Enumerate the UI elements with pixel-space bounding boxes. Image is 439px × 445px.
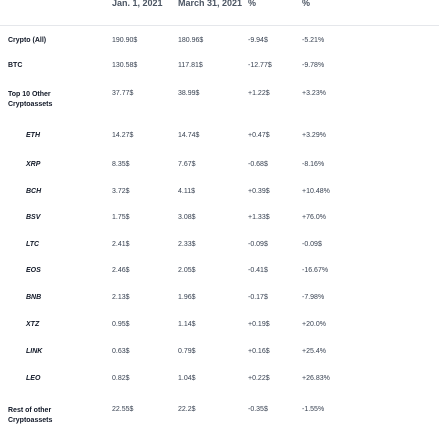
jan-value: 3.72$ (112, 188, 130, 195)
percent-value: -9.78% (302, 62, 325, 69)
row-label: LINK (26, 348, 43, 355)
percent-value: +25.4% (302, 348, 326, 355)
header-divider (0, 25, 439, 26)
change-value: -0.68$ (248, 161, 268, 168)
march-value: 3.08$ (178, 214, 196, 221)
march-value: 180.96$ (178, 37, 204, 44)
header-change: % (248, 0, 257, 8)
percent-value: +3.29% (302, 132, 326, 139)
table-row: Crypto (All) 190.90$ 180.96$ -9.94$ -5.21% (0, 37, 439, 65)
header-jan-2021: Jan. 1, 2021 (112, 0, 163, 8)
header-percent-change: % (302, 0, 311, 8)
table-row: BTC 130.58$ 117.81$ -12.77$ -9.78% (0, 62, 439, 90)
percent-value: -7.98% (302, 294, 325, 301)
march-value: 117.81$ (178, 62, 203, 69)
row-label: BTC (8, 62, 23, 69)
change-value: +0.47$ (248, 132, 270, 139)
row-label: Rest of other Cryptoassets (8, 407, 53, 424)
table-row: XTZ 0.95$ 1.14$ +0.19$ +20.0% (0, 321, 439, 349)
jan-value: 2.13$ (112, 294, 130, 301)
change-value: +1.33$ (248, 214, 270, 221)
jan-value: 0.63$ (112, 348, 130, 355)
march-value: 4.11$ (178, 188, 195, 195)
change-value: -9.94$ (248, 37, 268, 44)
row-label: LTC (26, 241, 40, 248)
percent-value: -16.67% (302, 267, 329, 274)
table-row: LTC 2.41$ 2.33$ -0.09$ -0.09$ (0, 241, 439, 269)
row-label: BSV (26, 214, 41, 221)
march-value: 1.14$ (178, 321, 196, 328)
table-row: BCH 3.72$ 4.11$ +0.39$ +10.48% (0, 188, 439, 216)
table-row: BNB 2.13$ 1.96$ -0.17$ -7.98% (0, 294, 439, 322)
jan-value: 2.46$ (112, 267, 130, 274)
percent-value: -0.09$ (302, 241, 322, 248)
table-header: Jan. 1, 2021 March 31, 2021 % % (0, 0, 439, 26)
row-label: Crypto (All) (8, 37, 47, 44)
percent-value: +20.0% (302, 321, 326, 328)
percent-value: -5.21% (302, 37, 325, 44)
march-value: 2.05$ (178, 267, 196, 274)
change-value: -0.35$ (248, 406, 268, 413)
change-value: +0.16$ (248, 348, 270, 355)
jan-value: 22.55$ (112, 406, 134, 413)
jan-value: 37.77$ (112, 90, 134, 97)
march-value: 22.2$ (178, 406, 196, 413)
jan-value: 0.95$ (112, 321, 130, 328)
jan-value: 2.41$ (112, 241, 130, 248)
change-value: -0.17$ (248, 294, 268, 301)
row-label: ETH (26, 132, 40, 139)
march-value: 2.33$ (178, 241, 196, 248)
percent-value: +3.23% (302, 90, 326, 97)
percent-value: +10.48% (302, 188, 330, 195)
percent-value: -8.16% (302, 161, 325, 168)
change-value: -0.09$ (248, 241, 268, 248)
march-value: 1.04$ (178, 375, 196, 382)
change-value: +0.22$ (248, 375, 270, 382)
change-value: -12.77$ (248, 62, 272, 69)
march-value: 0.79$ (178, 348, 196, 355)
jan-value: 0.82$ (112, 375, 130, 382)
table-row: BSV 1.75$ 3.08$ +1.33$ +76.0% (0, 214, 439, 242)
row-label: XRP (26, 161, 41, 168)
jan-value: 130.58$ (112, 62, 138, 69)
percent-value: +26.83% (302, 375, 330, 382)
row-label: Top 10 Other Cryptoassets (8, 91, 53, 108)
jan-value: 190.90$ (112, 37, 138, 44)
jan-value: 14.27$ (112, 132, 134, 139)
percent-value: +76.0% (302, 214, 326, 221)
jan-value: 1.75$ (112, 214, 130, 221)
table-row: EOS 2.46$ 2.05$ -0.41$ -16.67% (0, 267, 439, 295)
change-value: +0.19$ (248, 321, 270, 328)
table-row: ETH 14.27$ 14.74$ +0.47$ +3.29% (0, 132, 439, 160)
march-value: 38.99$ (178, 90, 200, 97)
march-value: 14.74$ (178, 132, 200, 139)
row-label: BCH (26, 188, 42, 195)
row-label: EOS (26, 267, 41, 274)
jan-value: 8.35$ (112, 161, 130, 168)
march-value: 1.96$ (178, 294, 196, 301)
table-row: LEO 0.82$ 1.04$ +0.22$ +26.83% (0, 375, 439, 403)
row-label: LEO (26, 375, 41, 382)
change-value: +0.39$ (248, 188, 270, 195)
table-row: LINK 0.63$ 0.79$ +0.16$ +25.4% (0, 348, 439, 376)
row-label: XTZ (26, 321, 40, 328)
march-value: 7.67$ (178, 161, 196, 168)
table-row: Top 10 Other Cryptoassets 37.77$ 38.99$ +1.… (0, 90, 439, 118)
change-value: +1.22$ (248, 90, 270, 97)
table-row: Rest of other Cryptoassets 22.55$ 22.2$ -0.… (0, 406, 439, 434)
header-march-2021: March 31, 2021 (178, 0, 243, 8)
row-label: BNB (26, 294, 42, 301)
change-value: -0.41$ (248, 267, 268, 274)
table-row: XRP 8.35$ 7.67$ -0.68$ -8.16% (0, 161, 439, 189)
percent-value: -1.55% (302, 406, 325, 413)
